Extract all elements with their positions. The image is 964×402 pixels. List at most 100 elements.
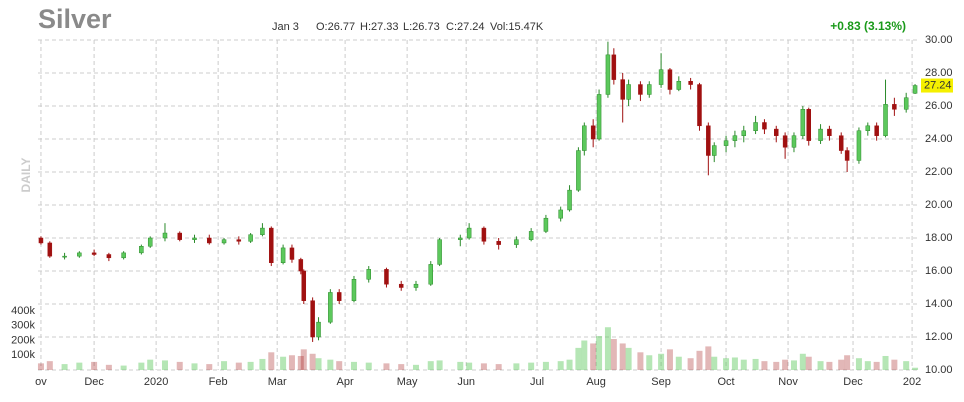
- y-tick-label: 24.00: [925, 133, 953, 145]
- volume-bar: [37, 363, 44, 370]
- volume-bar: [436, 360, 443, 370]
- volume-bar: [457, 361, 464, 370]
- volume-bar: [221, 361, 228, 370]
- candle-body: [667, 69, 673, 90]
- x-tick-label: Apr: [337, 376, 354, 388]
- last-price-box: [921, 78, 953, 93]
- volume-bar: [675, 356, 682, 370]
- candle-body: [567, 189, 572, 211]
- candle-body: [590, 125, 596, 140]
- y-tick-label: 12.00: [925, 331, 953, 343]
- x-tick-label: Aug: [586, 376, 606, 388]
- candle-body: [838, 135, 844, 151]
- candle-body: [351, 279, 357, 301]
- candle-body: [147, 237, 153, 247]
- volume-bar: [805, 356, 812, 370]
- volume-bar: [844, 355, 851, 370]
- volume-bar: [259, 358, 266, 370]
- volume-bar: [91, 361, 98, 370]
- volume-bar: [350, 361, 357, 370]
- volume-bar: [300, 349, 307, 370]
- candle-body: [310, 300, 315, 338]
- volume-bar: [610, 339, 617, 370]
- header-date: Jan 3: [272, 21, 299, 33]
- candle-body: [827, 128, 832, 136]
- header-high: H:27.33: [360, 21, 399, 33]
- candle-body: [139, 246, 144, 254]
- candle-body: [106, 254, 112, 259]
- candle-body: [676, 81, 682, 90]
- candle-body: [658, 69, 664, 85]
- volume-bar: [61, 364, 68, 370]
- candle-body: [162, 232, 168, 239]
- volume-bar: [646, 355, 653, 370]
- candle-body: [496, 241, 501, 245]
- volume-bar: [864, 361, 871, 370]
- candle-body: [638, 84, 643, 95]
- x-tick-label: Jul: [530, 376, 544, 388]
- volume-bar: [327, 359, 334, 370]
- volume-bar: [740, 359, 747, 370]
- volume-bar: [105, 364, 112, 370]
- candle-body: [762, 122, 767, 130]
- candle-body: [77, 252, 82, 257]
- candle-body: [596, 94, 602, 140]
- volume-bar: [882, 355, 889, 370]
- volume-bar: [773, 361, 780, 370]
- candle-body: [481, 227, 487, 242]
- volume-bar: [782, 359, 789, 370]
- x-tick-label: Sep: [651, 376, 671, 388]
- candle-body: [366, 269, 371, 280]
- candle-body: [753, 122, 758, 131]
- y-tick-label: 20.00: [925, 199, 953, 211]
- x-tick-label: 202: [903, 376, 921, 388]
- candle-body: [177, 232, 182, 240]
- header-open: O:26.77: [316, 21, 355, 33]
- candle-body: [558, 209, 563, 219]
- candle-body: [892, 104, 897, 110]
- candle-body: [818, 128, 823, 141]
- candle-body: [844, 150, 850, 161]
- candle-body: [647, 84, 652, 95]
- x-tick-label: Dec: [84, 376, 104, 388]
- volume-bar: [427, 361, 434, 370]
- header-change: +0.83 (3.13%): [830, 19, 906, 33]
- volume-bar: [76, 362, 83, 370]
- volume-bar: [658, 353, 665, 370]
- volume-bar: [873, 361, 880, 370]
- candle-body: [528, 231, 534, 240]
- candle-body: [732, 135, 738, 141]
- volume-bar: [235, 362, 242, 370]
- candle-body: [723, 140, 729, 146]
- volume-tick-label: 100k: [11, 349, 35, 361]
- y-tick-label: 30.00: [925, 34, 953, 46]
- candle-body: [298, 259, 304, 272]
- volume-bar: [838, 359, 845, 370]
- volume-tick-label: 200k: [11, 334, 35, 346]
- volume-bar: [161, 360, 168, 370]
- volume-bar: [666, 349, 673, 370]
- candle-body: [874, 125, 879, 136]
- volume-bar: [817, 361, 824, 370]
- volume-tick-label: 400k: [11, 305, 35, 317]
- candle-body: [856, 130, 862, 161]
- header-volume: Vol:15.47K: [490, 21, 544, 33]
- volume-bar: [826, 361, 833, 370]
- candle-body: [269, 227, 274, 264]
- y-tick-label: 16.00: [925, 265, 953, 277]
- volume-bar: [542, 361, 549, 370]
- candle-body: [697, 84, 702, 127]
- candle-body: [38, 237, 44, 244]
- candle-body: [384, 269, 389, 285]
- x-tick-label: Nov: [778, 376, 798, 388]
- candle-body: [328, 292, 333, 323]
- volume-tick-label: 300k: [11, 320, 35, 332]
- candle-body: [711, 145, 717, 156]
- volume-bar: [711, 356, 718, 370]
- candle-body: [458, 237, 463, 240]
- header-close: C:27.24: [446, 21, 485, 33]
- x-tick-label: Jun: [457, 376, 475, 388]
- x-tick-label: Feb: [209, 376, 228, 388]
- candle-body: [316, 321, 321, 338]
